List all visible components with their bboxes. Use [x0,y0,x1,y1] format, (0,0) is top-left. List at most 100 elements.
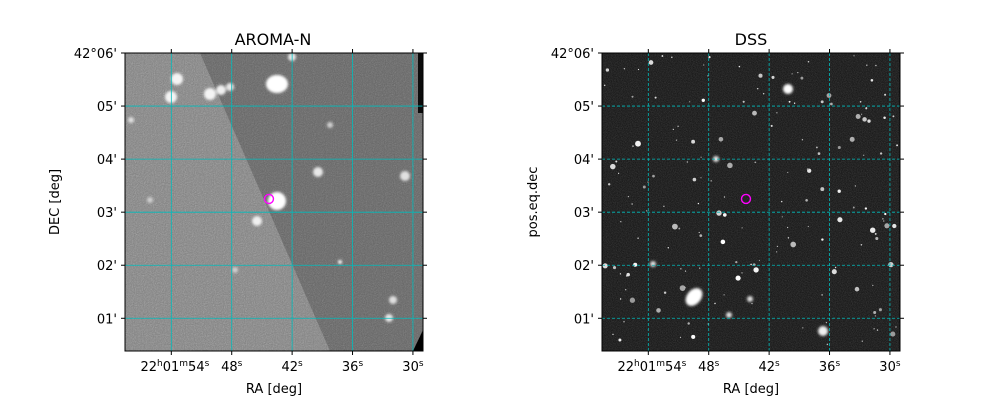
star [612,333,614,336]
x-tick-label: 48s​ [221,359,243,375]
star [718,136,724,142]
star [770,124,773,127]
star [756,87,759,90]
star [853,55,855,57]
star [723,294,725,296]
star [751,302,753,305]
star [867,119,871,123]
star [631,95,634,98]
star [793,102,796,104]
star [663,205,665,207]
star [722,213,727,217]
star [817,152,821,155]
star [791,73,793,75]
star [620,221,622,223]
y-tick-label: 01' [97,312,117,327]
star [820,100,824,104]
star [852,206,855,209]
star [860,244,863,246]
star [873,328,875,330]
star [862,117,867,122]
x-tick-label: 42s​ [758,359,780,375]
target-marker [740,193,752,205]
star [671,56,673,59]
star [675,139,678,141]
star [619,298,622,300]
star [874,315,877,317]
star [624,288,627,291]
star [892,115,895,118]
star [872,284,874,287]
star [654,96,657,99]
star [684,270,687,272]
star [646,210,648,212]
star [626,275,628,277]
star [873,311,877,314]
star [878,308,882,312]
star [691,139,696,144]
star [825,322,828,324]
star [741,227,743,229]
star [661,55,664,57]
star [866,64,868,66]
image-area [125,53,423,351]
star [708,56,711,59]
star [686,161,688,163]
target-marker [263,193,275,205]
star [627,195,630,198]
star [637,68,640,71]
star [807,225,809,228]
x-tick-label: 36s​ [342,359,364,375]
y-tick-label: 04' [97,153,117,168]
star [790,241,797,248]
star [890,331,896,337]
star [806,168,809,171]
y-tick-label: 42°06' [74,47,117,62]
star [870,79,874,82]
x-tick-label: 36s​ [819,359,841,375]
panel-title: AROMA-N [235,30,312,49]
star [776,112,778,114]
star [607,183,611,186]
star [615,160,618,163]
star [738,65,741,68]
star [647,181,649,183]
star [689,101,691,103]
star [863,154,865,156]
star [826,343,829,346]
star [781,216,783,218]
star [699,234,703,237]
star [869,227,876,233]
star [888,261,894,268]
star [758,73,763,78]
y-tick-label: 05' [97,100,117,115]
star [637,237,639,240]
star [884,212,887,216]
star [859,100,862,103]
star [865,107,868,109]
star [849,136,855,142]
star [830,102,833,106]
star [787,237,790,239]
y-tick-label: 01' [574,312,594,327]
star [787,171,789,174]
x-tick-label: 42s​ [281,359,303,375]
star [618,338,622,342]
star [667,247,669,249]
star [776,251,778,253]
star [672,128,674,130]
star [703,64,705,66]
star [679,336,682,339]
star [879,152,883,155]
star [821,294,823,296]
y-tick-label: 42°06' [551,47,594,62]
star [677,125,679,128]
image-area [602,53,900,351]
star [831,269,837,275]
x-tick-label: 30s​ [402,359,424,375]
star [837,145,841,150]
y-tick-label: 03' [97,206,117,221]
star [884,93,887,96]
x-tick-label: 48s​ [698,359,720,375]
star [771,75,775,79]
